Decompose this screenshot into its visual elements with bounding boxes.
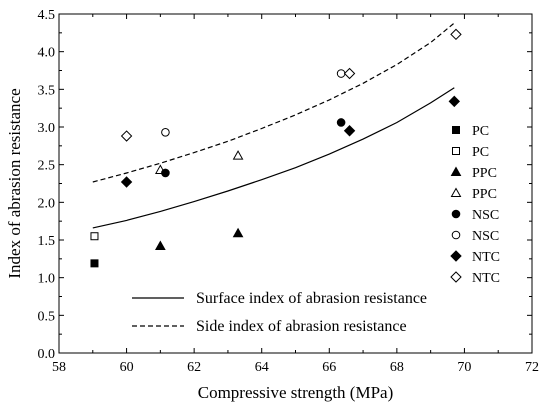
point-nsc-filled [336, 118, 346, 127]
legend-marker-ntc-open [450, 271, 462, 283]
point-ntc-open [450, 28, 462, 41]
point-pc-open [90, 232, 99, 241]
legend-marker-ntc-filled [450, 250, 462, 262]
x-tick-label: 72 [525, 360, 539, 375]
legend-label: PPC [472, 166, 497, 181]
marker-legend: PC PC PPC PPC NSC NSC NTC NTC [450, 124, 500, 286]
y-tick-label: 2.0 [38, 196, 56, 211]
x-tick-label: 62 [187, 360, 201, 375]
legend-label: NTC [472, 271, 500, 286]
point-ntc-open [343, 67, 356, 80]
x-tick-label: 66 [322, 360, 336, 375]
legend-label: NSC [472, 208, 499, 223]
legend-marker-ppc-filled [450, 166, 462, 176]
y-tick-label: 0.0 [38, 347, 56, 362]
point-nsc-open [336, 69, 346, 78]
y-tick-label: 3.5 [38, 83, 56, 98]
legend-label: NTC [472, 250, 500, 265]
x-tick-label: 70 [457, 360, 471, 375]
curve-legend-label: Surface index of abrasion resistance [196, 290, 427, 307]
legend-label: NSC [472, 229, 499, 244]
surface-index-curve [92, 87, 455, 229]
side-index-curve [92, 22, 455, 183]
y-tick-label: 4.5 [38, 8, 56, 23]
y-tick-label: 1.0 [38, 272, 56, 287]
y-tick-label: 0.5 [38, 309, 56, 324]
y-tick-label: 3.0 [38, 121, 56, 136]
y-tick-label: 4.0 [38, 46, 56, 61]
point-ntc-filled [343, 125, 356, 137]
x-tick-label: 68 [390, 360, 404, 375]
legend-marker-pc-open [452, 147, 460, 155]
legend-marker-pc-filled [452, 126, 460, 134]
point-ntc-filled [448, 95, 460, 108]
legend-label: PPC [472, 187, 497, 202]
point-ntc-filled [120, 176, 133, 188]
y-tick-label: 1.5 [38, 234, 56, 249]
fit-curves [92, 22, 455, 229]
point-ntc-open [120, 130, 133, 142]
point-pc-filled [90, 259, 99, 268]
data-points [90, 28, 462, 268]
legend-label: PC [472, 124, 489, 139]
x-axis-title: Compressive strength (MPa) [198, 383, 393, 402]
point-ppc-filled [155, 240, 166, 251]
point-ppc-filled [232, 227, 244, 238]
x-tick-label: 60 [120, 360, 134, 375]
x-tick-label: 64 [255, 360, 269, 375]
legend-marker-nsc-open [451, 230, 461, 240]
legend-marker-nsc-filled [451, 209, 461, 219]
x-axis-ticks: 58 60 62 64 66 68 70 72 [52, 14, 539, 375]
curve-legend: Surface index of abrasion resistance Side… [132, 290, 427, 335]
point-nsc-open [161, 127, 170, 137]
legend-marker-ppc-open [450, 187, 462, 197]
y-axis-ticks: 0.0 0.5 1.0 1.5 2.0 2.5 3.0 3.5 4.0 4.5 [38, 8, 532, 362]
point-nsc-filled [161, 168, 170, 178]
y-tick-label: 2.5 [38, 159, 56, 174]
x-tick-label: 58 [52, 360, 66, 375]
legend-label: PC [472, 145, 489, 160]
point-ppc-open [232, 150, 244, 160]
curve-legend-label: Side index of abrasion resistance [196, 318, 407, 335]
y-axis-title: Index of abrasion resistance [5, 88, 24, 278]
